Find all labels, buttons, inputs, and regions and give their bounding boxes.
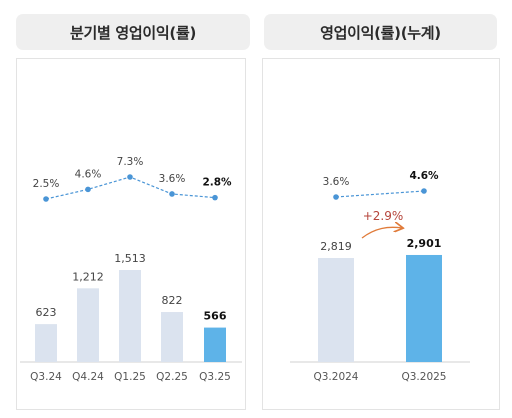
bar-q3-24 xyxy=(35,324,57,362)
x-tick-label: Q3.24 xyxy=(30,371,62,383)
bar-q3-2025 xyxy=(406,254,442,362)
x-tick-label: Q3.2025 xyxy=(401,371,446,383)
margin-value-label: 3.6% xyxy=(323,176,350,188)
margin-value-label: 2.5% xyxy=(33,178,60,190)
bar-value-label: 822 xyxy=(162,294,183,307)
bar-q3-2024 xyxy=(318,258,354,362)
margin-point xyxy=(85,186,91,193)
x-tick-label: Q4.24 xyxy=(72,371,104,383)
x-tick-label: Q1.25 xyxy=(114,371,146,383)
margin-point xyxy=(43,196,49,202)
quarterly-operating-profit-title: 분기별 영업이익(률) xyxy=(16,14,250,50)
margin-point xyxy=(127,174,133,180)
margin-value-label: 3.6% xyxy=(159,173,186,185)
margin-point xyxy=(212,194,218,201)
bar-value-label: 2,819 xyxy=(320,240,352,253)
growth-arrow-icon xyxy=(361,227,402,239)
margin-value-label: 2.8% xyxy=(202,177,232,189)
bar-q3-25 xyxy=(204,327,226,362)
x-tick-label: Q2.25 xyxy=(156,371,188,383)
margin-point xyxy=(421,188,427,194)
bar-q1-25 xyxy=(119,270,141,362)
bar-value-label: 566 xyxy=(204,310,227,323)
bar-value-label: 1,513 xyxy=(114,252,146,265)
margin-value-label: 4.6% xyxy=(409,170,439,182)
cumulative-chart-panel xyxy=(262,58,500,410)
bar-value-label: 2,901 xyxy=(407,237,442,250)
margin-value-label: 4.6% xyxy=(75,168,102,180)
margin-value-label: 7.3% xyxy=(117,156,144,168)
margin-line xyxy=(335,190,425,198)
bar-value-label: 623 xyxy=(36,306,57,319)
margin-line xyxy=(45,176,216,200)
cumulative-operating-profit-title: 영업이익(률)(누계) xyxy=(264,14,497,50)
margin-point xyxy=(333,194,339,200)
x-tick-label: Q3.25 xyxy=(199,371,231,383)
bar-q2-25 xyxy=(161,312,183,362)
x-tick-label: Q3.2024 xyxy=(313,371,358,383)
bar-value-label: 1,212 xyxy=(72,270,104,283)
margin-point xyxy=(169,191,175,197)
bar-q4-24 xyxy=(77,288,99,362)
growth-annotation: +2.9% xyxy=(363,209,404,223)
